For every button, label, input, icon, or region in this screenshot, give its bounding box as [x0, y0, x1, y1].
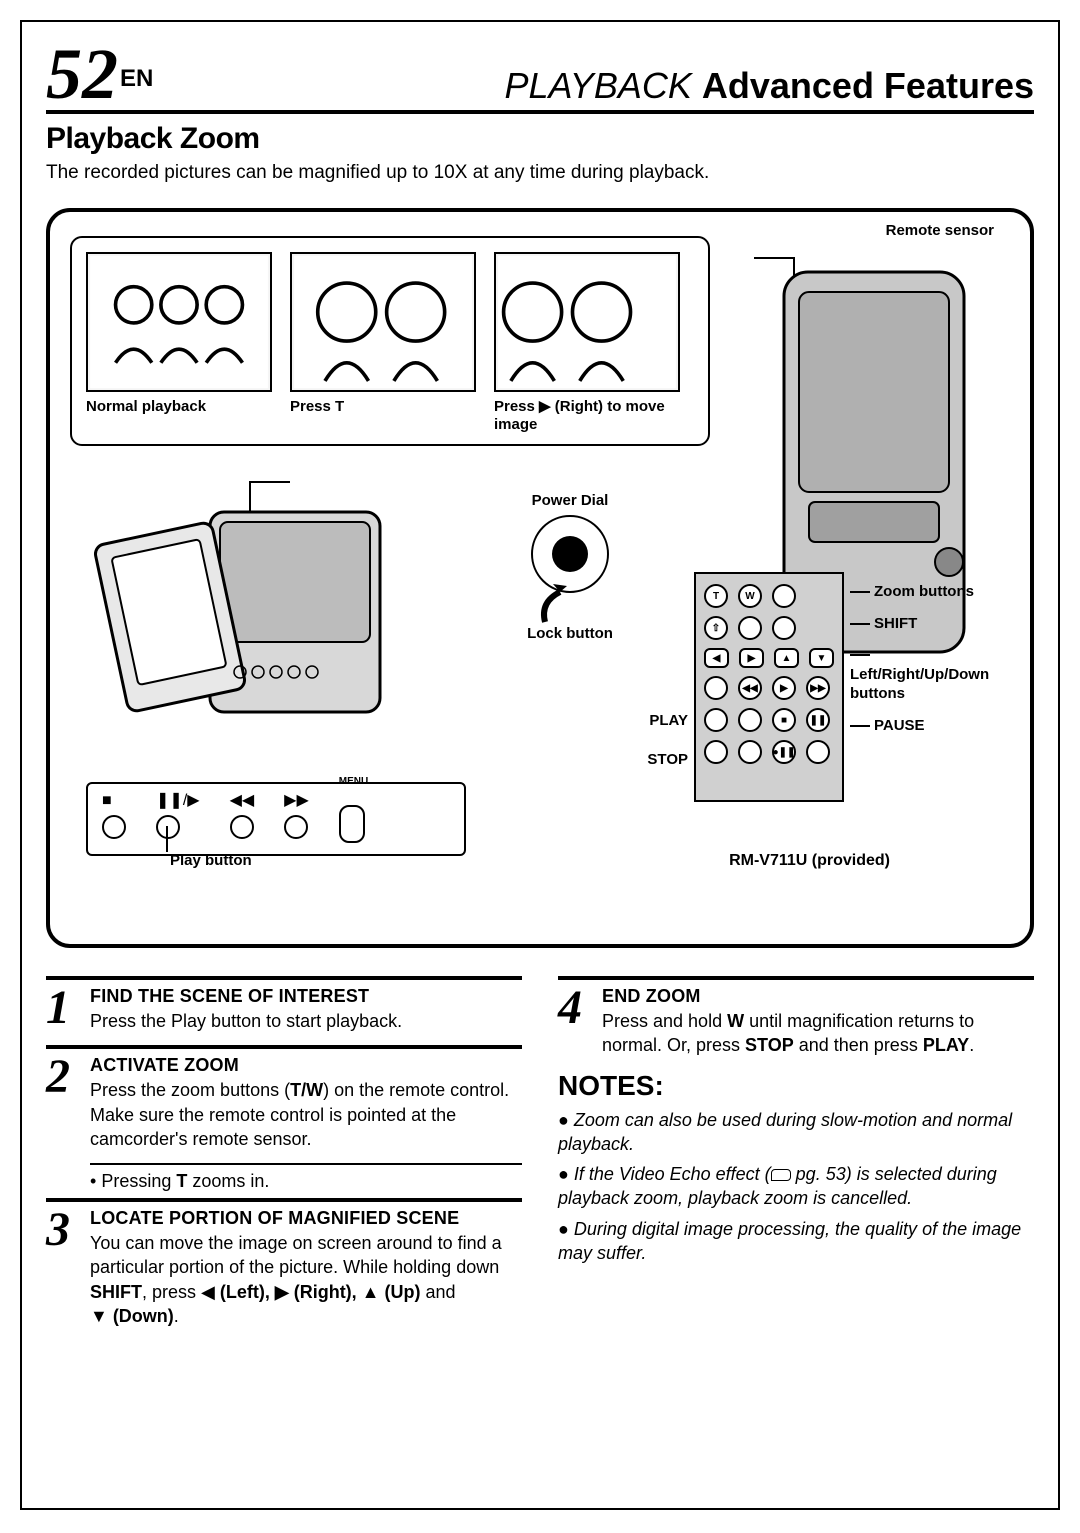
thumb-normal: Normal playback [86, 252, 272, 434]
note-3: During digital image processing, the qua… [558, 1217, 1034, 1266]
control-strip: ■ ❚❚/▶ ◀◀ ▶▶ MENU [86, 782, 466, 856]
page-ref-icon [771, 1169, 791, 1181]
step-1-title: FIND THE SCENE OF INTEREST [90, 986, 402, 1007]
remote-model-label: RM-V711U (provided) [729, 852, 890, 870]
thumb-normal-img [86, 252, 272, 392]
thumbnails-frame: Normal playback Press T Press ▶ (Right) … [70, 236, 710, 446]
remote-left-labels: PLAY STOP [647, 712, 688, 790]
diagram-box: Remote sensor Normal playback Press T [46, 208, 1034, 948]
notes-list: Zoom can also be used during slow-motion… [558, 1108, 1034, 1266]
step-4: 4 END ZOOM Press and hold W until magnif… [558, 976, 1034, 1058]
power-dial-label: Power Dial [490, 492, 650, 509]
step-3-body: You can move the image on screen around … [90, 1231, 522, 1328]
play-button-label: Play button [170, 852, 252, 869]
thumb-press-right: Press ▶ (Right) to move image [494, 252, 680, 434]
section-title: PLAYBACK Advanced Features [504, 65, 1034, 107]
callout-line [166, 826, 168, 852]
arrow-icon [535, 582, 585, 632]
page-number: 52 [46, 34, 118, 114]
shift-label: SHIFT [850, 614, 1006, 634]
step-2-body: Press the zoom buttons (T/W) on the remo… [90, 1078, 522, 1151]
menu-symbol: MENU [339, 794, 368, 848]
section-title-thin: PLAYBACK [504, 65, 691, 106]
step-2-number: 2 [46, 1055, 80, 1151]
thumb-press-t: Press T [290, 252, 476, 434]
page-number-block: 52EN [46, 38, 153, 110]
left-column: 1 FIND THE SCENE OF INTEREST Press the P… [46, 976, 522, 1340]
play-pause-symbol: ❚❚/▶ [156, 799, 200, 844]
stop-label: STOP [647, 751, 688, 768]
intro-text: The recorded pictures can be magnified u… [46, 162, 1034, 184]
step-2-bullet: Pressing T zooms in. [90, 1163, 522, 1192]
step-4-title: END ZOOM [602, 986, 1034, 1007]
page-lang: EN [120, 65, 153, 92]
stop-symbol: ■ [102, 799, 126, 844]
step-3-number: 3 [46, 1208, 80, 1328]
ff-symbol: ▶▶ [284, 799, 309, 844]
remote-sensor-label: Remote sensor [886, 222, 994, 239]
dir-buttons-label: Left/Right/Up/Down buttons [850, 645, 1006, 704]
step-4-number: 4 [558, 986, 592, 1058]
right-column: 4 END ZOOM Press and hold W until magnif… [558, 976, 1034, 1340]
step-4-body: Press and hold W until magnification ret… [602, 1009, 1034, 1058]
thumb-press-right-img [494, 252, 680, 392]
thumb-press-t-label: Press T [290, 398, 476, 434]
remote-button-panel: TW ⇧ ◀▶▲▼ ◀◀▶▶▶ ■❚❚ ●❚❚ [694, 572, 844, 802]
note-2: If the Video Echo effect ( pg. 53) is se… [558, 1162, 1034, 1211]
step-2: 2 ACTIVATE ZOOM Press the zoom buttons (… [46, 1045, 522, 1151]
step-1-number: 1 [46, 986, 80, 1033]
step-3: 3 LOCATE PORTION OF MAGNIFIED SCENE You … [46, 1198, 522, 1328]
step-1: 1 FIND THE SCENE OF INTEREST Press the P… [46, 976, 522, 1033]
page-header: 52EN PLAYBACK Advanced Features [46, 38, 1034, 114]
pause-label: PAUSE [850, 716, 1006, 736]
steps-columns: 1 FIND THE SCENE OF INTEREST Press the P… [46, 976, 1034, 1340]
power-dial-block: Power Dial Lock button [490, 492, 650, 642]
thumb-press-right-label: Press ▶ (Right) to move image [494, 398, 680, 434]
thumb-press-t-img [290, 252, 476, 392]
page-subtitle: Playback Zoom [46, 122, 1034, 156]
section-title-bold: Advanced Features [702, 65, 1034, 106]
note-1: Zoom can also be used during slow-motion… [558, 1108, 1034, 1157]
thumbnails-row: Normal playback Press T Press ▶ (Right) … [86, 252, 694, 434]
thumb-normal-label: Normal playback [86, 398, 272, 434]
step-2-title: ACTIVATE ZOOM [90, 1055, 522, 1076]
camcorder-illustration [90, 472, 450, 792]
manual-page: 52EN PLAYBACK Advanced Features Playback… [20, 20, 1060, 1510]
remote-right-labels: Zoom buttons SHIFT Left/Right/Up/Down bu… [850, 582, 1006, 747]
rewind-symbol: ◀◀ [230, 799, 255, 844]
step-1-body: Press the Play button to start playback. [90, 1009, 402, 1033]
zoom-buttons-label: Zoom buttons [850, 582, 1006, 602]
play-label: PLAY [647, 712, 688, 729]
notes-heading: NOTES: [558, 1070, 1034, 1102]
step-3-title: LOCATE PORTION OF MAGNIFIED SCENE [90, 1208, 522, 1229]
